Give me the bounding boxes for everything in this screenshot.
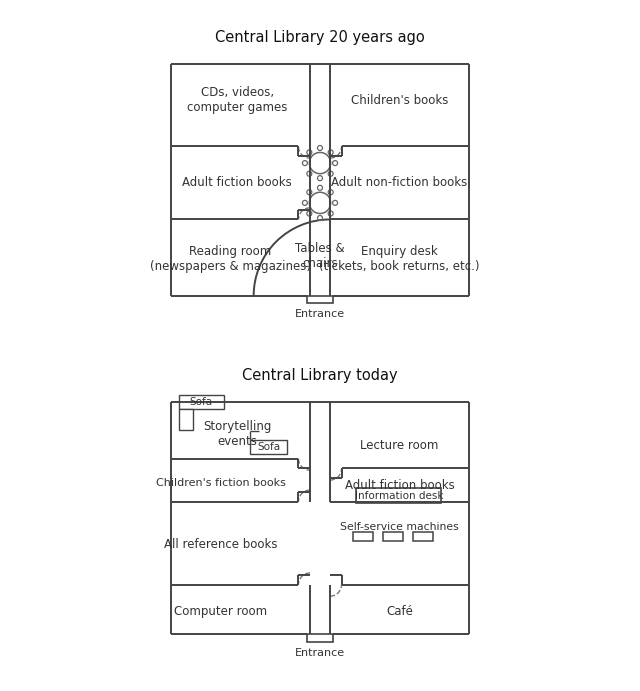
Bar xyxy=(179,395,224,409)
Text: Entrance: Entrance xyxy=(295,309,345,319)
Text: Central Library 20 years ago: Central Library 20 years ago xyxy=(215,30,425,44)
Text: Entrance: Entrance xyxy=(295,647,345,658)
Text: Café: Café xyxy=(386,605,413,618)
Text: Lecture room: Lecture room xyxy=(360,439,439,452)
Text: Children's books: Children's books xyxy=(351,93,448,106)
Text: Adult fiction books: Adult fiction books xyxy=(182,176,292,189)
Bar xyxy=(250,439,287,453)
Bar xyxy=(383,531,403,542)
Bar xyxy=(353,531,373,542)
Text: Sofa: Sofa xyxy=(257,442,280,452)
Text: Tables &
chairs: Tables & chairs xyxy=(295,242,345,270)
Text: All reference books: All reference books xyxy=(164,538,277,551)
Text: Adult fiction books: Adult fiction books xyxy=(345,479,454,491)
Text: Information desk: Information desk xyxy=(355,491,443,501)
Bar xyxy=(179,409,193,430)
Bar xyxy=(413,531,433,542)
Text: Self-service machines: Self-service machines xyxy=(340,522,459,531)
Text: Storytelling
events: Storytelling events xyxy=(203,419,271,448)
Text: Sofa: Sofa xyxy=(190,397,213,407)
Text: CDs, videos,
computer games: CDs, videos, computer games xyxy=(187,86,287,114)
Bar xyxy=(307,634,333,642)
Text: Reading room
(newspapers & magazines): Reading room (newspapers & magazines) xyxy=(150,245,311,273)
Bar xyxy=(307,296,333,303)
Text: Children's fiction books: Children's fiction books xyxy=(156,478,285,489)
Text: Central Library today: Central Library today xyxy=(242,368,398,383)
Text: Computer room: Computer room xyxy=(174,605,267,618)
Text: Adult non-fiction books: Adult non-fiction books xyxy=(332,176,468,189)
Bar xyxy=(356,489,441,503)
Text: Enquiry desk
(tickets, book returns, etc.): Enquiry desk (tickets, book returns, etc… xyxy=(319,245,480,273)
